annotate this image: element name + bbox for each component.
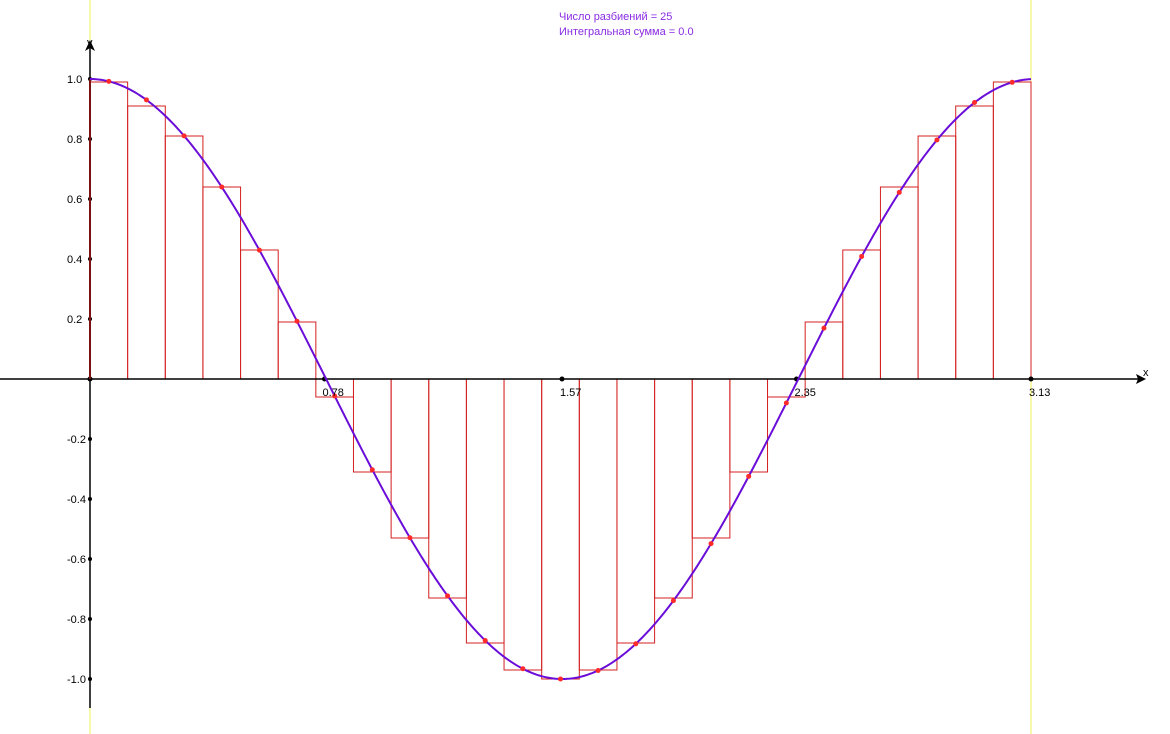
axes: xy — [0, 37, 1149, 708]
y-tick-label: 0.6 — [67, 194, 82, 206]
riemann-rect — [654, 378, 693, 599]
y-tick-label: 0.4 — [67, 254, 82, 266]
x-tick-label: 1.57 — [560, 387, 581, 399]
sample-point — [1009, 79, 1015, 85]
riemann-rect — [352, 378, 392, 473]
sample-point — [783, 400, 789, 406]
y-tick-label: -1.0 — [67, 674, 86, 686]
y-axis-arrow — [85, 40, 95, 51]
riemann-rect — [428, 378, 467, 599]
sample-point — [595, 667, 601, 673]
sample-point — [369, 467, 375, 473]
y-tick-dot — [88, 617, 92, 621]
sample-point — [106, 78, 112, 84]
y-tick-label: -0.8 — [67, 614, 86, 626]
riemann-rect — [616, 378, 656, 644]
riemann-rect — [729, 378, 769, 473]
riemann-rect — [992, 81, 1032, 380]
y-tick-label: 0.8 — [67, 134, 82, 146]
riemann-rect — [164, 135, 204, 380]
y-tick-label: -0.6 — [67, 554, 86, 566]
y-tick-dot — [88, 437, 92, 441]
sample-point — [708, 541, 714, 547]
sample-point — [482, 637, 488, 643]
x-axis-arrow — [1136, 374, 1146, 384]
sample-point — [256, 247, 262, 253]
sample-point — [934, 137, 940, 143]
riemann-rect — [127, 105, 166, 380]
riemann-rect — [503, 378, 543, 671]
y-tick-dot — [88, 557, 92, 561]
x-tick-label: 2.35 — [795, 387, 816, 399]
x-tick-label: 0.78 — [322, 387, 343, 399]
y-tick-label: 0.2 — [67, 314, 82, 326]
sample-point — [219, 184, 225, 190]
sample-point — [407, 535, 413, 541]
sample-point — [520, 666, 526, 672]
bounds-layer — [89, 0, 1032, 734]
riemann-rect — [202, 186, 242, 380]
riemann-rect — [465, 378, 505, 644]
y-tick-label: -0.4 — [67, 494, 86, 506]
sample-point — [633, 641, 639, 647]
y-tick-dot — [88, 677, 92, 681]
riemann-rect — [578, 378, 618, 671]
sample-point — [746, 473, 752, 479]
sample-points — [106, 78, 1015, 682]
y-tick-dot — [88, 497, 92, 501]
x-tick-dot — [559, 376, 565, 382]
x-axis-label: x — [1143, 367, 1149, 379]
riemann-rect — [89, 81, 129, 380]
y-tick-label: -0.2 — [67, 434, 86, 446]
riemann-rect — [691, 378, 731, 539]
sample-point — [558, 676, 563, 682]
riemann-rect — [842, 249, 881, 380]
riemann-rect — [955, 105, 994, 380]
sample-point — [859, 253, 865, 259]
tick-labels: 1.0 0.8 0.6 0.4 0.2 -0.2 -0.4 -0.6 -0.8 -1.0 0.78 1… — [67, 74, 1050, 686]
sample-point — [181, 133, 187, 139]
x-tick-label: 3.13 — [1029, 387, 1050, 399]
sample-point — [445, 593, 451, 599]
sample-point — [143, 97, 149, 103]
sample-point — [821, 325, 827, 331]
riemann-rect — [879, 186, 919, 380]
riemann-rect — [240, 249, 279, 380]
partition-count-label: Число разбиений = 25 — [559, 11, 673, 23]
sample-point — [294, 318, 300, 324]
riemann-rect — [277, 321, 317, 380]
riemann-rect — [917, 135, 957, 380]
sample-point — [972, 100, 978, 106]
integral-sum-label: Интегральная сумма = 0.0 — [559, 26, 694, 38]
sample-point — [670, 598, 676, 604]
sample-point — [896, 189, 902, 195]
y-axis-label: y — [87, 37, 93, 49]
sample-point — [332, 393, 338, 399]
riemann-rect — [541, 378, 580, 680]
x-tick-dot — [1028, 376, 1034, 382]
y-tick-label: 1.0 — [67, 74, 82, 86]
